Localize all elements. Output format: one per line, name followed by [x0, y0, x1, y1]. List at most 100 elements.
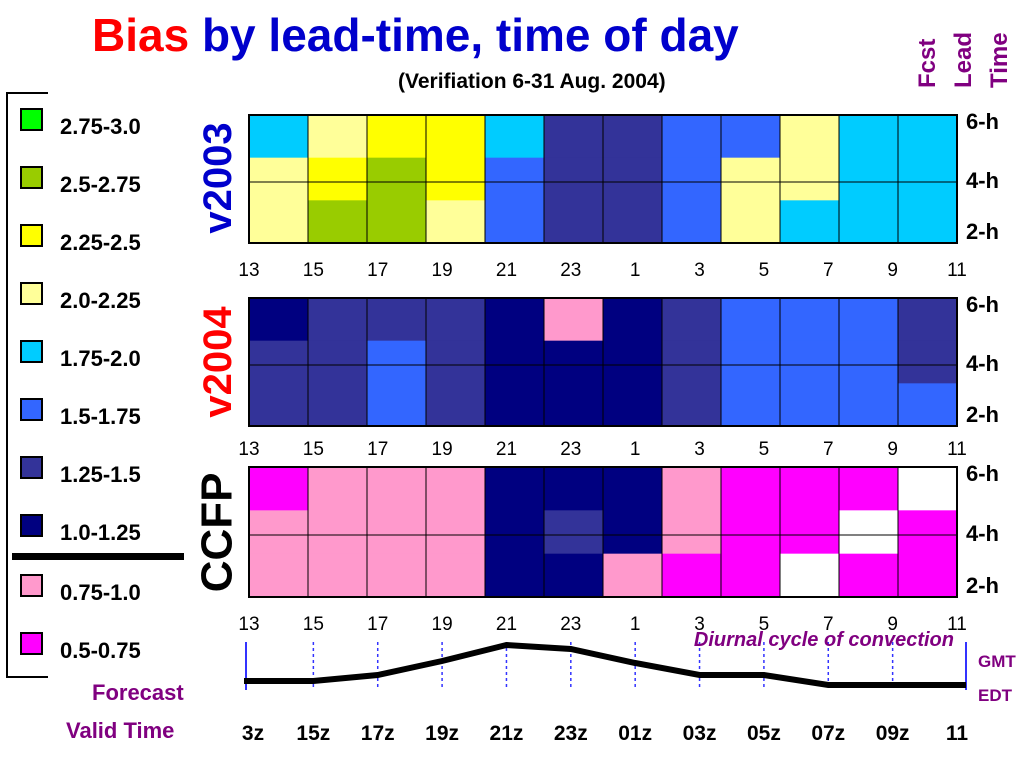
legend-swatch: [20, 574, 43, 597]
heatmap-cell: [839, 115, 899, 159]
heatmap-cell: [308, 467, 368, 511]
heatmap-cell: [603, 510, 663, 555]
chart-subtitle: (Verifiation 6-31 Aug. 2004): [398, 70, 666, 93]
heatmap-cell: [662, 340, 722, 384]
heatmap-cell: [603, 200, 663, 244]
valid-time-label: 07z: [811, 722, 845, 745]
legend-swatch: [20, 398, 43, 421]
heatmap-cell: [662, 467, 722, 511]
x-tick-label: 9: [887, 260, 898, 281]
x-tick-label: 11: [947, 614, 967, 635]
y-tick-label: 2-h: [966, 573, 999, 598]
heatmap-cell: [721, 157, 781, 201]
valid-time-label: 09z: [876, 722, 910, 745]
heatmap-cell: [603, 298, 663, 342]
valid-time-label: 03z: [683, 722, 717, 745]
heatmap-cell: [367, 340, 427, 384]
panel-frame: [248, 297, 958, 427]
heatmap-cell: [721, 200, 781, 244]
heatmap-cell: [544, 553, 604, 598]
lead-time-word-0: Fcst: [917, 39, 941, 88]
heatmap-cell: [839, 340, 899, 384]
y-tick-label: 4-h: [966, 521, 999, 546]
heatmap-cell: [426, 553, 486, 598]
heatmap-cell: [426, 200, 486, 244]
chart-title: Bias by lead-time, time of day: [92, 8, 739, 62]
heatmap-cell: [780, 340, 840, 384]
heatmap-cell: [898, 553, 958, 598]
valid-time-label: 21z: [490, 722, 524, 745]
heatmap-cell: [780, 115, 840, 159]
x-tick-label: 17: [367, 260, 388, 281]
legend-swatch: [20, 514, 43, 537]
bottom-label-valid-time: Valid Time: [66, 718, 175, 743]
heatmap-cell: [839, 510, 899, 555]
legend-label: 1.25-1.5: [60, 462, 141, 487]
heatmap-cell: [839, 553, 899, 598]
x-tick-label: 17: [367, 614, 388, 635]
heatmap-cell: [367, 467, 427, 511]
heatmap-cell: [426, 510, 486, 555]
legend-label: 1.0-1.25: [60, 520, 141, 545]
heatmap-v2003: 13 15 17 19 21 23 1 3 5 7 9 116-h4-h2-h: [238, 109, 999, 281]
valid-time-label: 23z: [554, 722, 588, 745]
heatmap-cell: [780, 553, 840, 598]
x-tick-label: 11: [947, 439, 967, 460]
heatmap-cell: [544, 115, 604, 159]
heatmap-cell: [367, 157, 427, 201]
heatmap-cell: [721, 115, 781, 159]
heatmap-cell: [603, 340, 663, 384]
heatmap-cell: [721, 340, 781, 384]
heatmap-cell: [426, 340, 486, 384]
heatmap-cell: [308, 200, 368, 244]
heatmap-cell: [662, 383, 722, 427]
heatmap-cell: [898, 340, 958, 384]
x-tick-label: 7: [823, 439, 834, 460]
x-tick-label: 21: [496, 260, 517, 281]
x-tick-label: 23: [560, 260, 581, 281]
valid-time-label: 11: [946, 722, 969, 745]
heatmap-cell: [662, 200, 722, 244]
heatmap-cell: [367, 200, 427, 244]
x-tick-label: 5: [759, 614, 770, 635]
heatmap-cell: [426, 115, 486, 159]
valid-time-label: 05z: [747, 722, 781, 745]
legend-swatch: [20, 166, 43, 189]
heatmap-cell: [426, 467, 486, 511]
y-tick-label: 2-h: [966, 402, 999, 427]
legend-label: 2.25-2.5: [60, 230, 141, 255]
time-zone-label: GMT: [978, 652, 1016, 671]
y-tick-label: 6-h: [966, 461, 999, 486]
lead-time-label: Fcst Lead Time: [917, 32, 1013, 88]
heatmap-cell: [308, 298, 368, 342]
x-tick-label: 7: [823, 260, 834, 281]
y-tick-label: 6-h: [966, 109, 999, 134]
heatmap-cell: [898, 383, 958, 427]
heatmap-cell: [780, 467, 840, 511]
heatmap-cell: [603, 467, 663, 511]
heatmap-cell: [898, 467, 958, 511]
x-tick-label: 1: [630, 260, 641, 281]
y-tick-label: 6-h: [966, 292, 999, 317]
x-tick-label: 13: [238, 260, 259, 281]
x-tick-label: 5: [759, 260, 770, 281]
heatmap-cell: [898, 157, 958, 201]
legend-label: 2.0-2.25: [60, 288, 141, 313]
heatmap-cell: [603, 553, 663, 598]
x-tick-label: 3: [694, 260, 705, 281]
y-tick-label: 4-h: [966, 168, 999, 193]
heatmap-cell: [662, 115, 722, 159]
legend-label: 2.5-2.75: [60, 172, 141, 197]
heatmap-cell: [249, 510, 309, 555]
heatmap-cell: [249, 553, 309, 598]
heatmap-cell: [721, 383, 781, 427]
legend-swatch: [20, 632, 43, 655]
legend-swatch: [20, 108, 43, 131]
x-tick-label: 17: [367, 439, 388, 460]
x-tick-label: 23: [560, 614, 581, 635]
heatmap-cell: [249, 467, 309, 511]
heatmap-cell: [308, 340, 368, 384]
heatmap-cell: [544, 383, 604, 427]
heatmap-cell: [839, 383, 899, 427]
